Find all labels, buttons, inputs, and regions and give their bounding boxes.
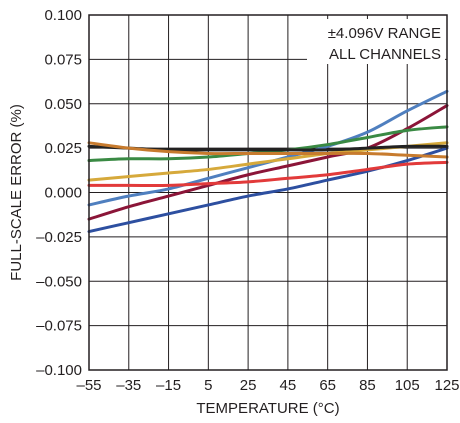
y-tick-labels: 0.100 0.075 0.050 0.025 0.000 –0.025 –0.050 –0.… (36, 7, 82, 379)
series-line (87, 141, 449, 159)
x-axis-label: TEMPERATURE (°C) (196, 400, 339, 417)
y-tick-label: 0.075 (44, 51, 82, 68)
y-tick-label: 0.100 (44, 7, 82, 24)
y-tick-label: –0.100 (36, 362, 82, 379)
x-tick-label: 65 (319, 377, 336, 394)
y-tick-label: 0.000 (44, 185, 82, 202)
x-tick-label: –55 (76, 377, 101, 394)
plot-frame (88, 14, 448, 371)
y-tick-label: –0.025 (36, 229, 82, 246)
x-tick-labels: –55 –35 –15 5 25 45 65 85 105 125 (76, 377, 459, 394)
annotation-line-channels: ALL CHANNELS (329, 46, 441, 63)
x-tick-label: 105 (395, 377, 420, 394)
y-tick-label: 0.025 (44, 140, 82, 157)
x-tick-label: 45 (280, 377, 297, 394)
x-tick-label: 25 (240, 377, 257, 394)
series-line (87, 160, 449, 188)
series-line (87, 125, 449, 163)
y-tick-label: –0.075 (36, 318, 82, 335)
x-tick-label: 85 (359, 377, 376, 394)
x-tick-label: –15 (156, 377, 181, 394)
y-tick-label: 0.050 (44, 96, 82, 113)
series-layer (87, 89, 449, 234)
y-tick-label: –0.050 (36, 273, 82, 290)
series-line (87, 104, 449, 221)
annotation-background (307, 19, 445, 64)
x-tick-label: 5 (204, 377, 212, 394)
x-tick-label: –35 (116, 377, 141, 394)
x-tick-label: 125 (434, 377, 459, 394)
y-axis-label: FULL-SCALE ERROR (%) (8, 104, 25, 281)
annotation-line-range: ±4.096V RANGE (328, 25, 441, 42)
